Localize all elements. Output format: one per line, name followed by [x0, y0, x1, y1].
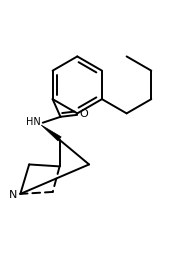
Text: O: O	[80, 109, 89, 120]
Polygon shape	[41, 125, 61, 141]
Text: N: N	[8, 190, 17, 200]
Text: HN: HN	[26, 117, 41, 127]
